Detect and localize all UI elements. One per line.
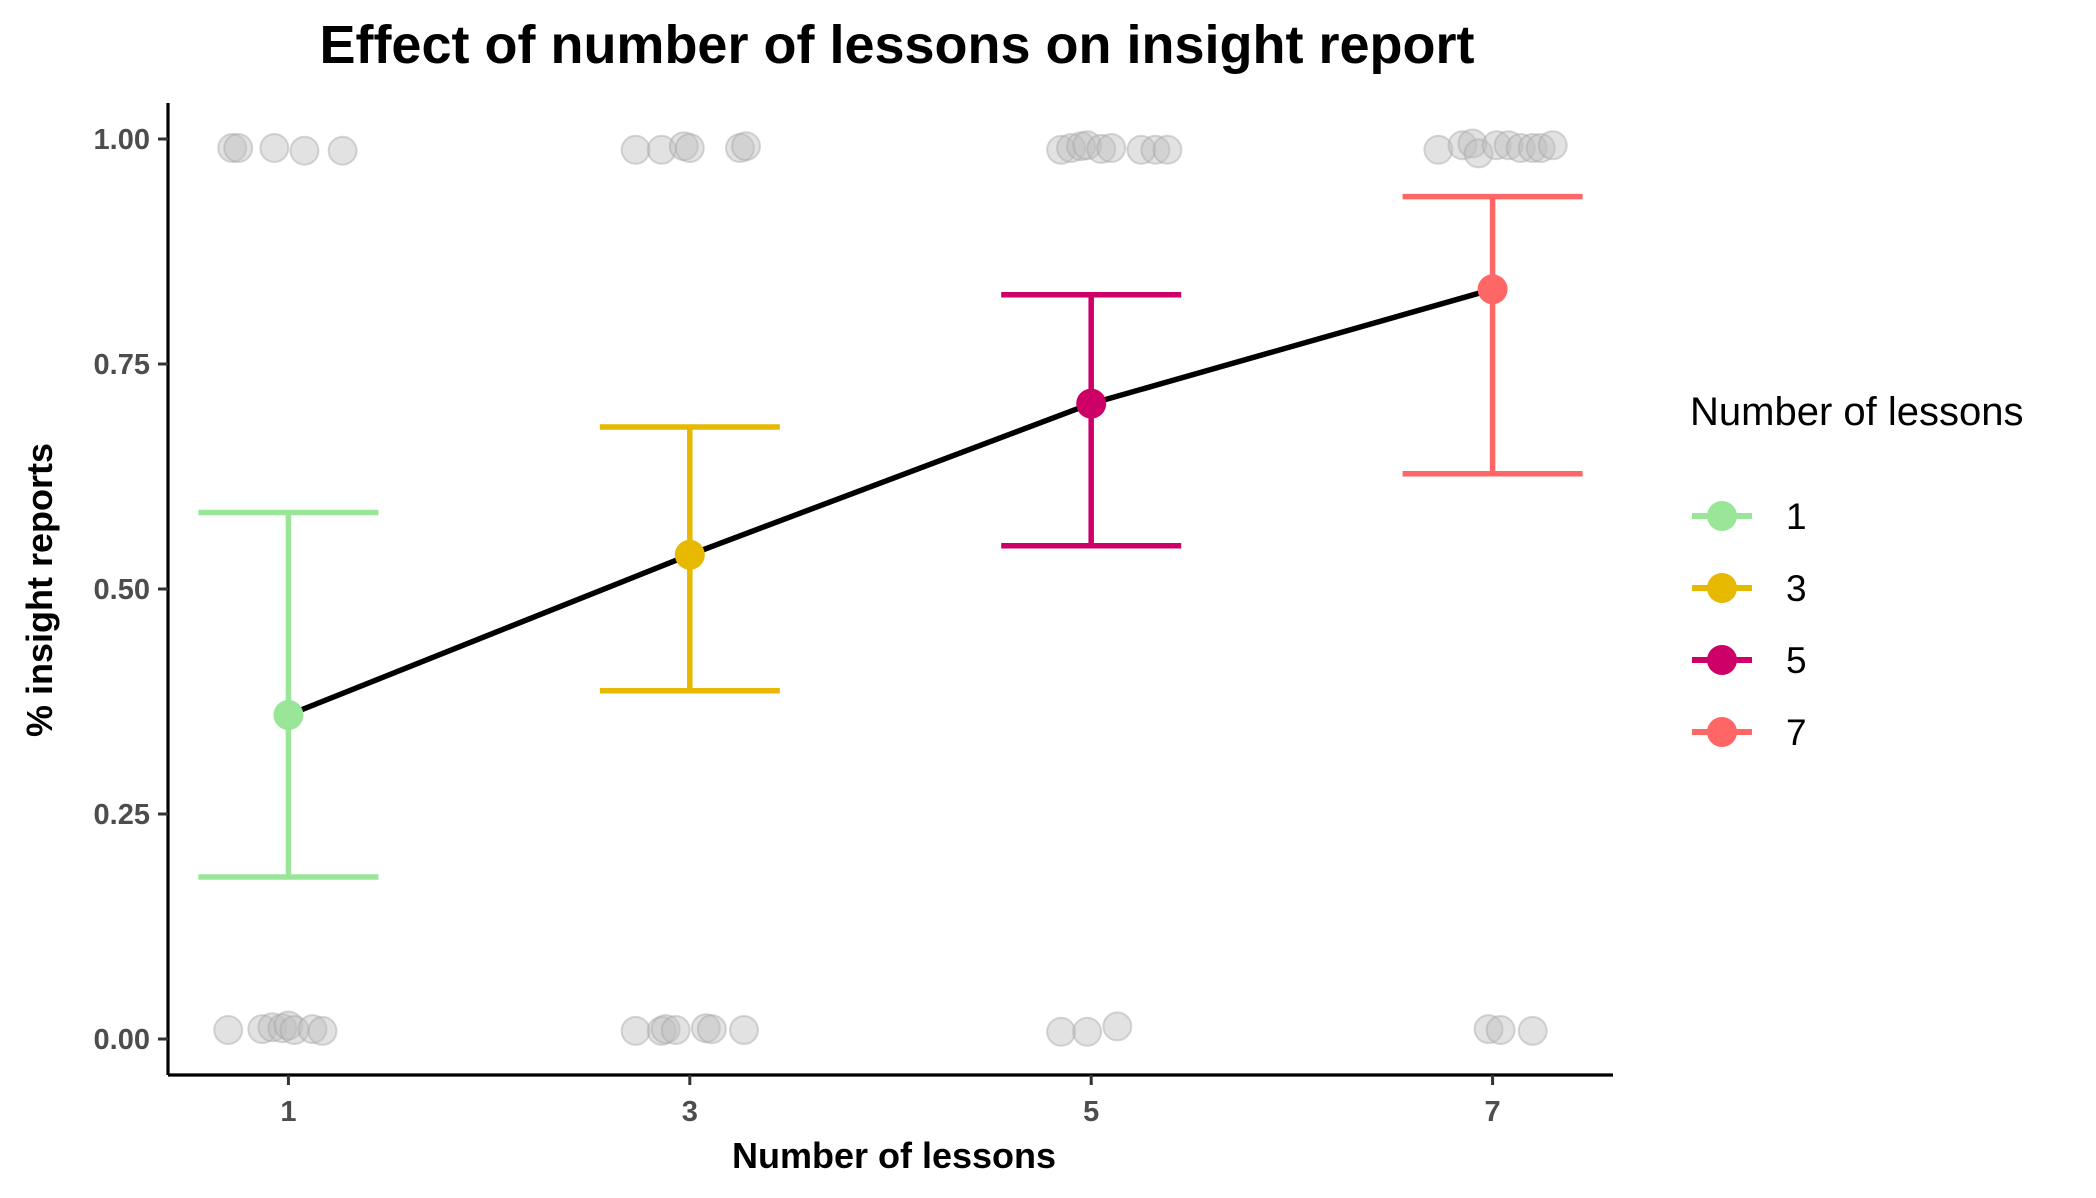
raw-point (620, 134, 651, 165)
raw-point (307, 1015, 338, 1046)
raw-point (674, 133, 705, 163)
legend-title: Number of lessons (1690, 390, 2023, 434)
x-axis-title: Number of lessons (732, 1135, 1056, 1176)
raw-point (1152, 134, 1183, 165)
raw-point (1056, 133, 1087, 163)
raw-point (646, 1015, 677, 1046)
y-tick-label: 0.00 (94, 1024, 150, 1056)
raw-point (213, 1015, 244, 1045)
raw-point (1126, 134, 1157, 165)
raw-point (1457, 128, 1488, 159)
raw-point (1485, 1015, 1516, 1045)
legend-key-point (1707, 645, 1737, 675)
raw-point (1066, 131, 1097, 162)
raw-point (297, 1014, 328, 1045)
chart-title: Effect of number of lessons on insight r… (319, 15, 1474, 75)
y-tick-label: 0.75 (94, 349, 150, 381)
legend-entry: 5 (1692, 640, 1807, 681)
raw-point (1505, 133, 1536, 163)
legend-key-point (1707, 501, 1737, 531)
raw-point (1473, 1014, 1504, 1045)
raw-point (620, 1015, 651, 1046)
x-tick-label: 1 (280, 1096, 296, 1128)
raw-point (1072, 1016, 1103, 1047)
raw-point (660, 1015, 691, 1045)
raw-point (1096, 133, 1127, 163)
raw-point (1525, 133, 1556, 163)
mean-point (273, 700, 304, 730)
raw-point (289, 135, 320, 166)
raw-point (1493, 130, 1524, 161)
raw-point (1140, 134, 1171, 165)
raw-point (1046, 134, 1077, 165)
raw-point (1537, 130, 1568, 161)
x-tick-label: 5 (1083, 1096, 1099, 1128)
legend: Number of lessons 1 3 5 7 (1690, 390, 2023, 753)
raw-point (690, 1013, 721, 1044)
raw-point (273, 1010, 304, 1041)
legend-entry: 1 (1692, 496, 1807, 537)
raw-point (1517, 133, 1548, 163)
x-tick-label: 3 (682, 1096, 698, 1128)
raw-points (213, 128, 1568, 1047)
series-1 (198, 509, 379, 880)
legend-label: 1 (1786, 496, 1807, 537)
raw-point (724, 133, 755, 163)
mean-point (1477, 274, 1508, 305)
legend-key-point (1707, 717, 1737, 747)
raw-point (267, 1013, 298, 1044)
legend-entry: 3 (1692, 568, 1807, 609)
raw-point (1046, 1016, 1077, 1047)
y-tick-label: 0.50 (94, 574, 150, 606)
y-tick-label: 0.25 (94, 799, 150, 831)
raw-point (1423, 134, 1454, 165)
raw-point (668, 131, 699, 162)
raw-point (731, 131, 761, 162)
mean-line (287, 286, 1494, 718)
y-tick-label: 1.00 (94, 124, 150, 156)
raw-point (1086, 133, 1117, 164)
raw-point (257, 1012, 288, 1043)
raw-point (728, 1015, 759, 1045)
raw-point (1102, 1011, 1133, 1042)
mean-point (1076, 388, 1107, 419)
legend-label: 5 (1786, 640, 1807, 681)
y-axis-title: % insight reports (19, 443, 60, 737)
axes: 0.00 0.25 0.50 0.75 1.00 1 3 5 7 (94, 103, 1613, 1128)
raw-point (1481, 130, 1512, 161)
legend-key-point (1707, 573, 1737, 603)
legend-label: 3 (1786, 568, 1807, 609)
mean-point (674, 539, 705, 570)
series (198, 193, 1583, 880)
raw-point (650, 1014, 681, 1045)
raw-point (259, 133, 290, 163)
legend-entry: 7 (1692, 712, 1807, 753)
raw-point (1072, 130, 1103, 161)
raw-point (223, 133, 254, 163)
x-tick-label: 7 (1485, 1096, 1501, 1128)
raw-point (1463, 138, 1494, 169)
raw-point (646, 134, 677, 165)
raw-point (327, 135, 358, 166)
raw-point (247, 1014, 278, 1045)
legend-label: 7 (1786, 712, 1807, 753)
raw-point (279, 1015, 310, 1045)
raw-point (217, 133, 248, 163)
raw-point (1447, 130, 1478, 161)
series-7 (1402, 193, 1583, 477)
raw-point (696, 1014, 727, 1045)
series-5 (1001, 291, 1182, 549)
raw-point (1517, 1015, 1548, 1046)
